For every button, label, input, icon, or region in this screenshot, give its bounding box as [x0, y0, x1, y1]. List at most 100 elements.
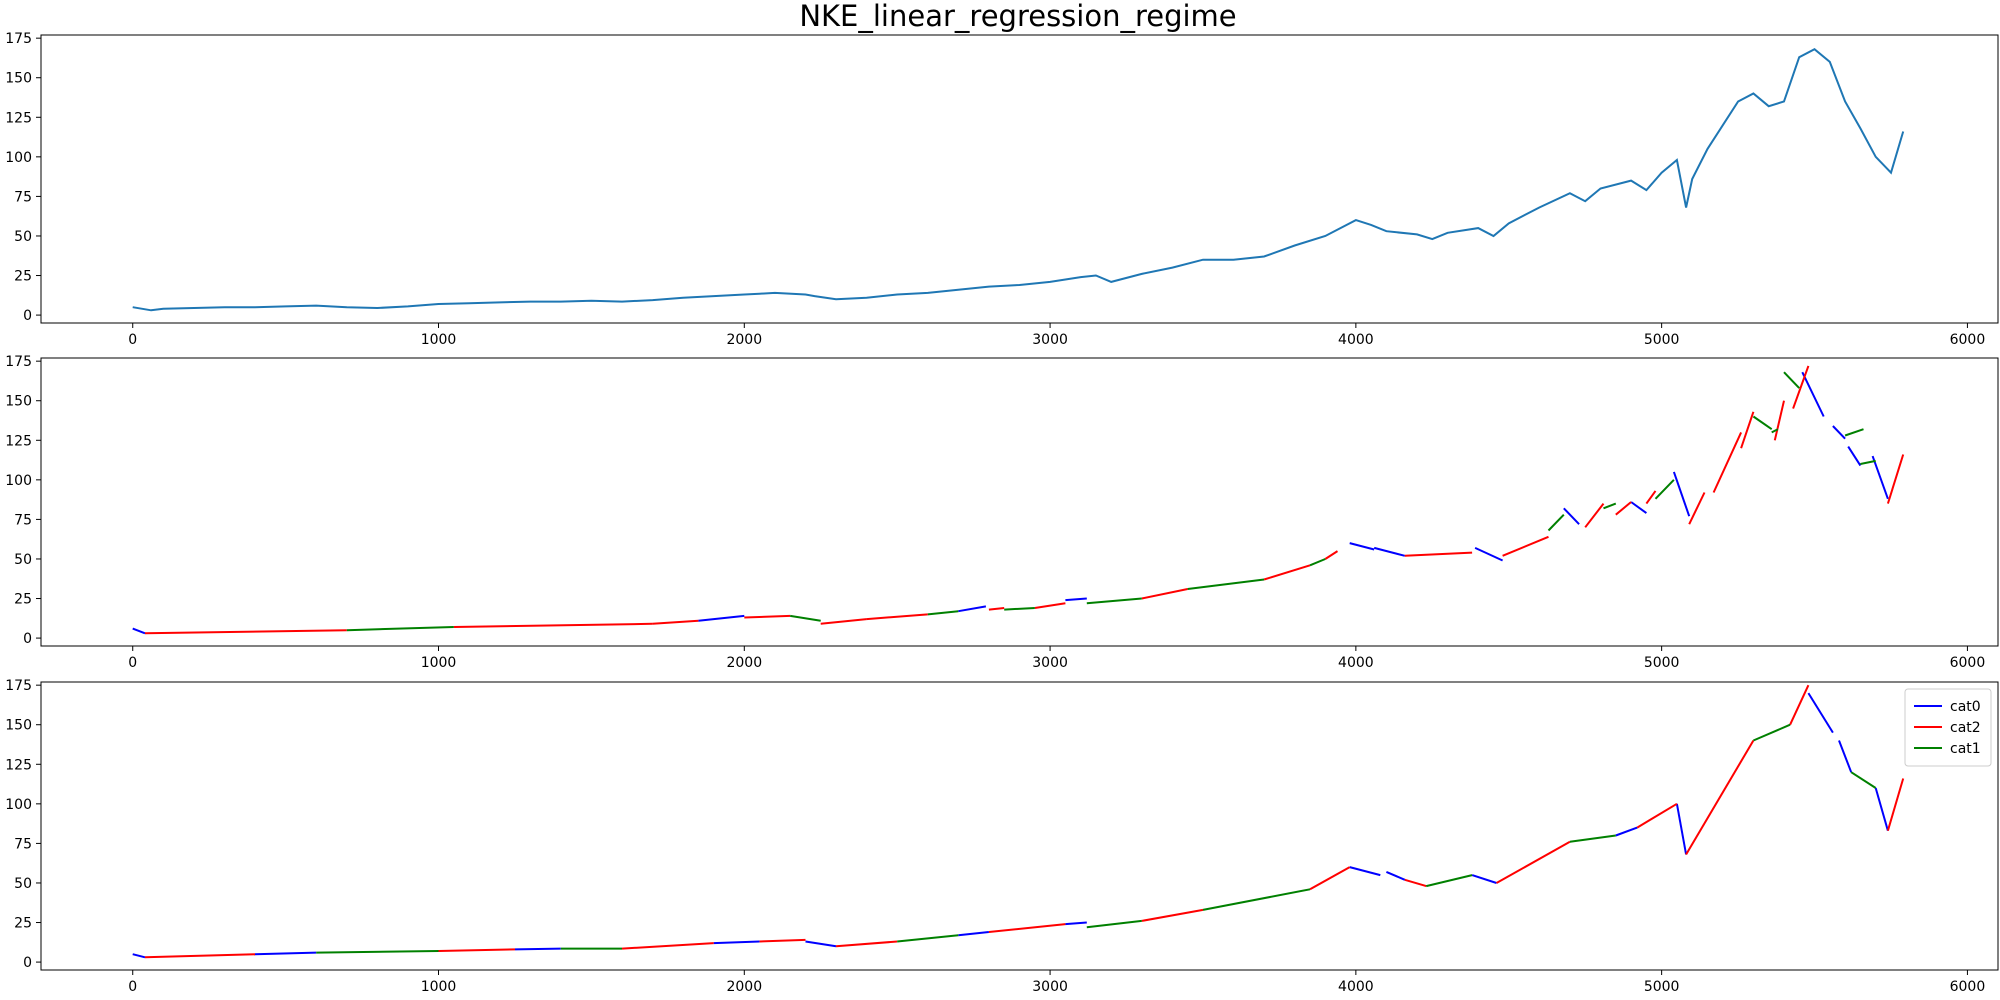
y-tick-label: 125	[5, 757, 32, 773]
series-segment-cat0	[1838, 740, 1853, 773]
series-segment	[1886, 454, 1905, 504]
series-segment-cat0	[805, 940, 837, 948]
y-tick-label: 0	[23, 308, 32, 324]
legend-label-cat1: cat1	[1950, 741, 1981, 757]
series-segment	[1771, 428, 1779, 434]
series-segment	[1309, 558, 1326, 567]
series-segment	[346, 626, 454, 632]
series-segment-cat0	[514, 947, 561, 951]
axes-frame	[40, 681, 1999, 971]
series-segment	[1474, 546, 1504, 562]
chart-panel-1: 0 1000 2000 3000 4000 5000 6000 0 25 50 75 100 125 15…	[5, 31, 1999, 348]
chart-panel-3: 0 1000 2000 3000 4000 5000 6000 0 25 50 75 100 125 15…	[5, 678, 1999, 995]
x-tick-label: 6000	[1950, 979, 1986, 995]
y-tick-label: 100	[5, 473, 32, 489]
series-segment	[1373, 546, 1406, 557]
x-tick-label: 6000	[1950, 655, 1986, 671]
legend: cat0 cat2 cat1	[1904, 688, 1992, 767]
y-tick-label: 0	[23, 955, 32, 971]
x-tick-label: 1000	[421, 979, 457, 995]
series-segment	[1672, 471, 1691, 517]
y-tick-label: 75	[14, 189, 32, 205]
series-segment	[1645, 490, 1657, 505]
legend-label-cat0: cat0	[1950, 699, 1981, 715]
y-tick-label: 25	[14, 269, 32, 285]
series-segment	[1792, 365, 1810, 409]
series-segment	[1141, 588, 1188, 600]
y-tick-label: 125	[5, 110, 32, 126]
series-segment	[1603, 502, 1617, 510]
y-tick-label: 150	[5, 394, 32, 410]
series-segment-cat0	[1349, 866, 1381, 877]
series-segment	[1860, 459, 1876, 465]
series-segment-cat2	[438, 948, 516, 952]
series-segment	[958, 605, 987, 613]
series-segment-cat0	[1874, 787, 1889, 831]
x-tick-label: 4000	[1338, 332, 1374, 348]
x-tick-label: 3000	[1032, 332, 1068, 348]
series-segment-cat2	[1309, 866, 1351, 891]
series-segment	[1630, 501, 1647, 514]
series-segment	[1502, 535, 1549, 557]
y-tick-label: 150	[5, 71, 32, 87]
series-segment	[1563, 507, 1580, 525]
series-segment-cat1	[897, 934, 959, 943]
y-tick-label: 50	[14, 876, 32, 892]
series-segment-cat1	[1202, 888, 1311, 911]
series-segment-cat0	[713, 940, 760, 945]
series-segment	[1615, 501, 1632, 516]
y-tick-label: 175	[5, 31, 32, 47]
series-segment-cat0	[1615, 826, 1638, 837]
series-segment-cat0	[1386, 870, 1406, 881]
series-segment	[1349, 542, 1375, 551]
series-segment	[1654, 479, 1675, 500]
y-tick-label: 125	[5, 433, 32, 449]
x-tick-label: 4000	[1338, 979, 1374, 995]
series-segment-cat2	[1404, 878, 1427, 888]
x-tick-label: 3000	[1032, 979, 1068, 995]
legend-label-cat2: cat2	[1950, 720, 1981, 736]
series-segment	[1847, 446, 1862, 467]
series-segment	[1773, 400, 1785, 441]
series-segment-cat1	[1569, 834, 1616, 843]
x-tick-label: 5000	[1644, 332, 1680, 348]
plot-area	[132, 684, 1905, 959]
series-segment	[1404, 551, 1473, 557]
x-tick-label: 1000	[421, 332, 457, 348]
series-segment	[144, 629, 347, 635]
chart-panel-2: 0 1000 2000 3000 4000 5000 6000 0 25 50 75 100 125 15…	[5, 354, 1999, 671]
series-segment-cat2	[1496, 840, 1571, 884]
series-segment-cat0	[132, 953, 146, 959]
y-tick-label: 100	[5, 797, 32, 813]
series-segment	[1547, 514, 1565, 532]
y-tick-label: 50	[14, 552, 32, 568]
series-segment-cat1	[1753, 723, 1791, 742]
series-segment-cat0	[254, 951, 317, 956]
series-segment-cat2	[1685, 739, 1755, 856]
series-segment-cat1	[316, 950, 439, 954]
series-segment	[927, 610, 959, 616]
series-segment	[453, 622, 653, 628]
x-tick-label: 0	[128, 655, 137, 671]
series-segment	[1263, 564, 1311, 581]
series-segment	[132, 627, 146, 635]
x-tick-label: 6000	[1950, 332, 1986, 348]
plot-area	[132, 48, 1905, 312]
series-segment	[1688, 492, 1706, 525]
series-segment-cat0	[1471, 874, 1497, 884]
axes-frame	[40, 357, 1999, 647]
series-segment-cat2	[1789, 684, 1810, 726]
series-segment-cat1	[1850, 771, 1877, 789]
x-tick-label: 5000	[1644, 655, 1680, 671]
series-segment	[820, 618, 867, 625]
series-segment-cat2	[144, 953, 256, 959]
series-segment	[1871, 455, 1889, 500]
series-segment	[1004, 607, 1035, 611]
plot-area	[132, 365, 1905, 635]
x-tick-label: 4000	[1338, 655, 1374, 671]
y-tick-label: 25	[14, 916, 32, 932]
x-tick-label: 1000	[421, 655, 457, 671]
series-segment-cat2	[988, 923, 1066, 933]
y-tick-label: 75	[14, 512, 32, 528]
